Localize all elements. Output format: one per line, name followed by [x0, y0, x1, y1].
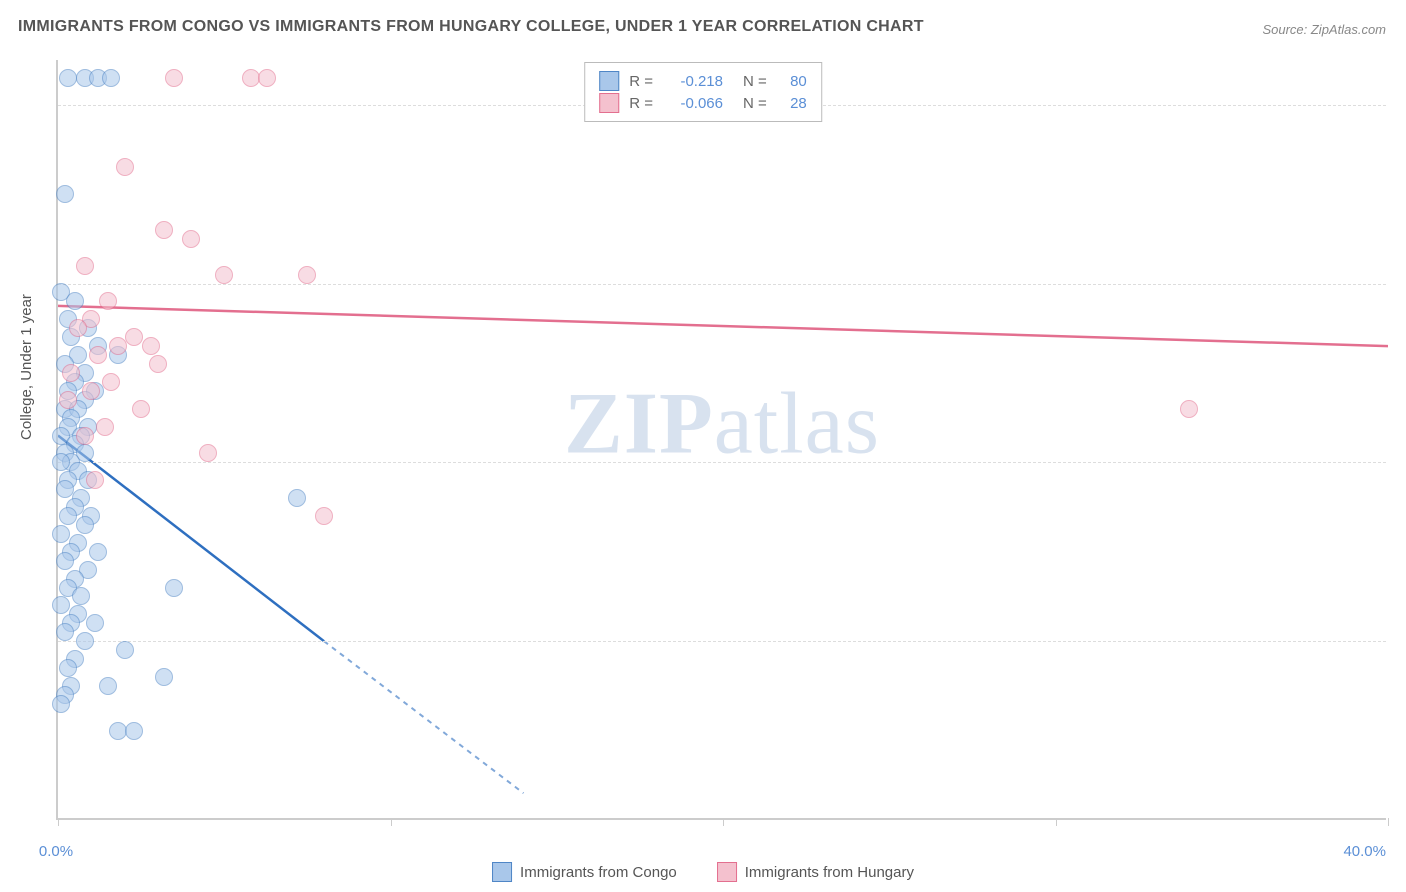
n-label: N =	[743, 73, 767, 90]
data-point	[99, 677, 117, 695]
gridline	[58, 641, 1386, 642]
x-tick-min: 0.0%	[39, 843, 73, 860]
legend-swatch	[599, 71, 619, 91]
x-tick	[1056, 818, 1057, 826]
data-point	[165, 69, 183, 87]
data-point	[82, 382, 100, 400]
data-point	[132, 400, 150, 418]
y-tick-label: 80.0%	[1396, 275, 1406, 292]
data-point	[242, 69, 260, 87]
data-point	[182, 230, 200, 248]
data-point	[56, 623, 74, 641]
data-point	[125, 328, 143, 346]
gridline	[58, 462, 1386, 463]
y-axis-label: College, Under 1 year	[18, 294, 35, 440]
data-point	[109, 337, 127, 355]
data-point	[199, 444, 217, 462]
x-tick	[723, 818, 724, 826]
data-point	[102, 373, 120, 391]
data-point	[52, 596, 70, 614]
r-value: -0.218	[663, 73, 723, 90]
data-point	[116, 641, 134, 659]
data-point	[258, 69, 276, 87]
data-point	[56, 552, 74, 570]
gridline	[58, 284, 1386, 285]
r-label: R =	[629, 73, 653, 90]
data-point	[298, 266, 316, 284]
x-tick	[391, 818, 392, 826]
y-tick-label: 100.0%	[1396, 96, 1406, 113]
x-tick	[58, 818, 59, 826]
legend-stat-row: R = -0.066 N = 28	[599, 93, 807, 113]
n-label: N =	[743, 95, 767, 112]
r-value: -0.066	[663, 95, 723, 112]
legend-series-item: Immigrants from Congo	[492, 862, 677, 882]
data-point	[155, 221, 173, 239]
x-tick	[1388, 818, 1389, 826]
trend-lines-svg	[58, 60, 1388, 820]
data-point	[116, 158, 134, 176]
x-tick-max: 40.0%	[1343, 843, 1386, 860]
data-point	[86, 614, 104, 632]
legend-swatch	[599, 93, 619, 113]
legend-swatch	[492, 862, 512, 882]
data-point	[62, 364, 80, 382]
source-attribution: Source: ZipAtlas.com	[1262, 22, 1386, 37]
data-point	[288, 489, 306, 507]
data-point	[89, 346, 107, 364]
data-point	[89, 543, 107, 561]
data-point	[52, 695, 70, 713]
stats-legend: R = -0.218 N = 80 R = -0.066 N = 28	[584, 62, 822, 122]
data-point	[72, 587, 90, 605]
data-point	[149, 355, 167, 373]
data-point	[59, 507, 77, 525]
data-point	[76, 632, 94, 650]
data-point	[52, 525, 70, 543]
n-value: 28	[777, 95, 807, 112]
data-point	[59, 69, 77, 87]
r-label: R =	[629, 95, 653, 112]
data-point	[86, 471, 104, 489]
data-point	[99, 292, 117, 310]
data-point	[66, 292, 84, 310]
data-point	[102, 69, 120, 87]
legend-series-label: Immigrants from Hungary	[745, 864, 914, 881]
data-point	[52, 453, 70, 471]
data-point	[215, 266, 233, 284]
data-point	[69, 319, 87, 337]
series-legend: Immigrants from Congo Immigrants from Hun…	[492, 862, 914, 882]
data-point	[76, 257, 94, 275]
watermark-logo: ZIPatlas	[564, 373, 880, 474]
data-point	[76, 427, 94, 445]
legend-series-label: Immigrants from Congo	[520, 864, 677, 881]
data-point	[56, 480, 74, 498]
data-point	[142, 337, 160, 355]
legend-series-item: Immigrants from Hungary	[717, 862, 914, 882]
data-point	[125, 722, 143, 740]
n-value: 80	[777, 73, 807, 90]
data-point	[76, 516, 94, 534]
y-tick-label: 60.0%	[1396, 454, 1406, 471]
scatter-plot-area: ZIPatlas 40.0%60.0%80.0%100.0%	[56, 60, 1386, 820]
chart-title: IMMIGRANTS FROM CONGO VS IMMIGRANTS FROM…	[18, 18, 924, 36]
data-point	[109, 722, 127, 740]
data-point	[155, 668, 173, 686]
y-tick-label: 40.0%	[1396, 633, 1406, 650]
data-point	[59, 391, 77, 409]
data-point	[1180, 400, 1198, 418]
legend-swatch	[717, 862, 737, 882]
data-point	[96, 418, 114, 436]
data-point	[56, 185, 74, 203]
data-point	[59, 659, 77, 677]
data-point	[315, 507, 333, 525]
legend-stat-row: R = -0.218 N = 80	[599, 71, 807, 91]
data-point	[165, 579, 183, 597]
